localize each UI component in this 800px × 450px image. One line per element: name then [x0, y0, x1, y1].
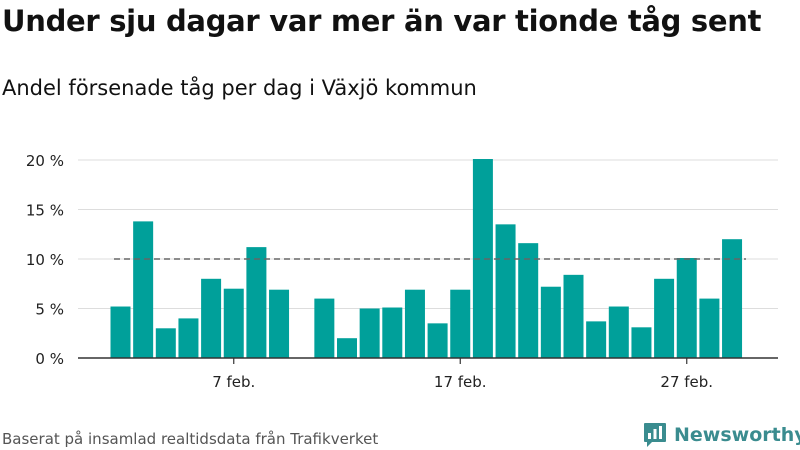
bar: [586, 321, 607, 358]
bar: [518, 243, 539, 358]
y-tick-label: 10 %: [26, 251, 64, 269]
bar: [450, 289, 471, 358]
bar: [201, 278, 222, 358]
y-tick-label: 0 %: [35, 350, 64, 368]
bar: [155, 328, 176, 358]
bar: [382, 307, 403, 358]
bar: [472, 159, 493, 358]
bar: [314, 298, 335, 358]
bar: [404, 289, 425, 358]
bar: [631, 327, 652, 358]
bar: [540, 286, 561, 358]
y-tick-label: 20 %: [26, 152, 64, 170]
bar: [110, 306, 131, 358]
y-tick-label: 5 %: [35, 301, 64, 319]
chart-subtitle: Andel försenade tåg per dag i Växjö komm…: [2, 76, 477, 100]
bar: [495, 224, 516, 358]
bar: [337, 338, 357, 358]
bar: [427, 323, 448, 358]
y-tick-label: 15 %: [26, 202, 64, 220]
x-tick-label: 17 feb.: [434, 373, 487, 391]
bar: [359, 308, 380, 358]
bar: [722, 239, 743, 358]
x-tick-label: 27 feb.: [660, 373, 713, 391]
bar: [223, 288, 244, 358]
bar: [699, 298, 720, 358]
newsworthy-logo-icon: [644, 423, 666, 447]
bar: [676, 258, 697, 358]
brand-name: Newsworthy: [674, 424, 800, 446]
bar: [608, 306, 629, 358]
x-tick-label: 7 feb.: [212, 373, 255, 391]
bar: [563, 274, 584, 358]
brand-logo: Newsworthy: [643, 420, 800, 450]
bar: [246, 247, 267, 358]
chart-title: Under sju dagar var mer än var tionde tå…: [2, 4, 762, 38]
bar: [178, 318, 199, 358]
bar: [654, 278, 675, 358]
source-note: Baserat på insamlad realtidsdata från Tr…: [2, 430, 379, 448]
bar: [133, 221, 154, 358]
bar: [269, 289, 290, 358]
